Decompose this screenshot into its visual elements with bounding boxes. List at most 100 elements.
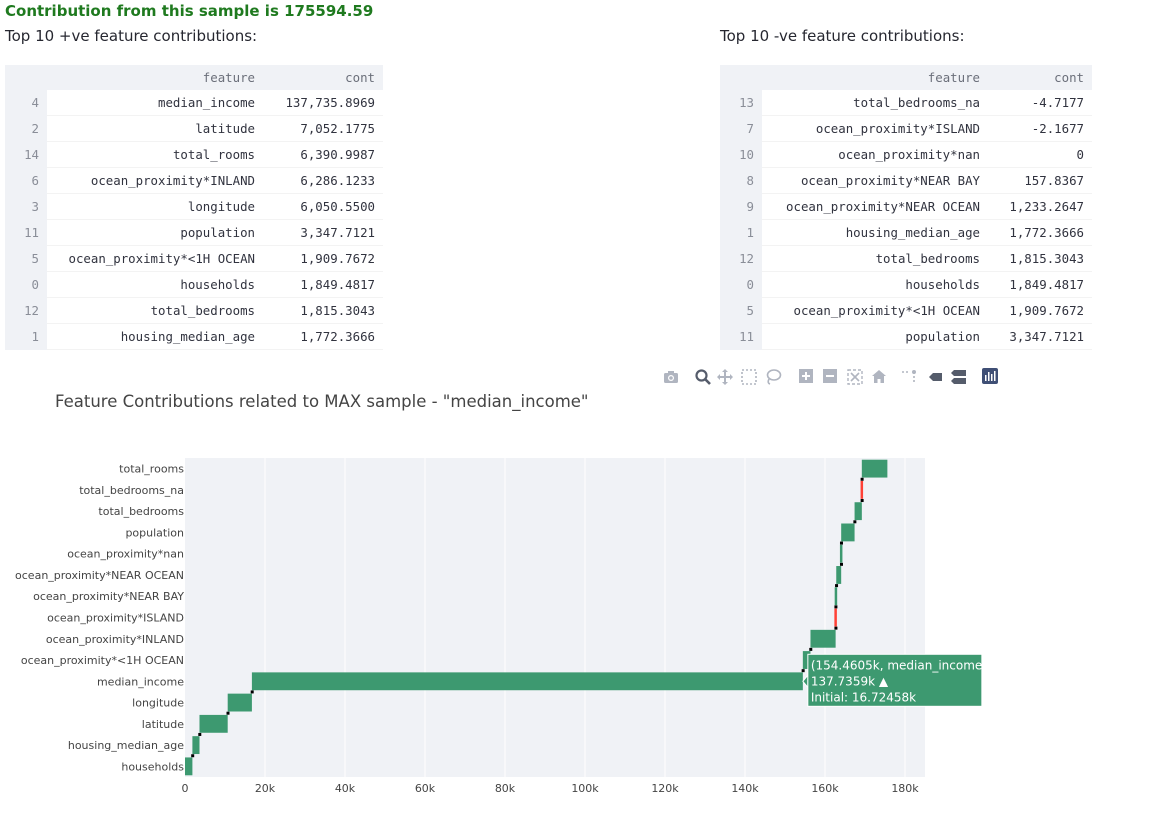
cont-cell[interactable]: 137,735.8969 [263, 90, 383, 116]
table-row[interactable]: 0 households 1,849.4817 [5, 271, 383, 298]
cont-cell[interactable]: 3,347.7121 [988, 323, 1092, 350]
cont-cell[interactable]: 6,286.1233 [263, 167, 383, 194]
row-index[interactable]: 12 [720, 245, 762, 272]
waterfall-bar[interactable] [861, 459, 888, 478]
feature-cell[interactable]: ocean_proximity*NEAR BAY [762, 167, 988, 194]
row-index[interactable]: 8 [720, 167, 762, 194]
table-row[interactable]: 3 longitude 6,050.5500 [5, 193, 383, 220]
row-index[interactable]: 11 [5, 219, 47, 246]
waterfall-bar[interactable] [810, 629, 836, 648]
cont-cell[interactable]: 1,849.4817 [988, 271, 1092, 298]
row-index[interactable]: 11 [720, 323, 762, 350]
feature-cell[interactable]: total_bedrooms [762, 245, 988, 272]
row-index[interactable]: 7 [720, 115, 762, 142]
table-row[interactable]: 11 population 3,347.7121 [5, 219, 383, 246]
cont-cell[interactable]: 1,772.3666 [263, 323, 383, 350]
row-index[interactable]: 3 [5, 193, 47, 220]
feature-cell[interactable]: households [762, 271, 988, 298]
row-index[interactable]: 5 [720, 297, 762, 324]
feature-cell[interactable]: households [47, 271, 263, 298]
row-index[interactable]: 12 [5, 297, 47, 324]
row-index[interactable]: 1 [5, 323, 47, 350]
table-row[interactable]: 5 ocean_proximity*<1H OCEAN 1,909.7672 [5, 245, 383, 272]
row-index[interactable]: 4 [5, 90, 47, 116]
feature-cell[interactable]: ocean_proximity*<1H OCEAN [762, 297, 988, 324]
row-index[interactable]: 6 [5, 167, 47, 194]
table-row[interactable]: 6 ocean_proximity*INLAND 6,286.1233 [5, 167, 383, 194]
cont-cell[interactable]: -2.1677 [988, 115, 1092, 142]
index-header[interactable] [5, 65, 47, 90]
cont-cell[interactable]: 1,815.3043 [988, 245, 1092, 272]
feature-cell[interactable]: ocean_proximity*NEAR OCEAN [762, 193, 988, 220]
row-index[interactable]: 1 [720, 219, 762, 246]
box-select-icon[interactable] [740, 368, 758, 386]
waterfall-bar[interactable] [860, 480, 864, 499]
positive-contributions-table[interactable]: feature cont 4 median_income 137,735.8969 2… [5, 65, 383, 350]
cont-cell[interactable]: 6,390.9987 [263, 141, 383, 168]
camera-icon[interactable] [662, 368, 680, 386]
cont-cell[interactable]: 1,772.3666 [988, 219, 1092, 246]
table-row[interactable]: 10 ocean_proximity*nan 0 [720, 141, 1092, 168]
waterfall-bar[interactable] [834, 587, 838, 606]
cont-cell[interactable]: 1,815.3043 [263, 297, 383, 324]
feature-cell[interactable]: latitude [47, 115, 263, 142]
cont-cell[interactable]: 1,909.7672 [988, 297, 1092, 324]
negative-contributions-table[interactable]: feature cont 13 total_bedrooms_na -4.7177 7… [720, 65, 1092, 350]
autoscale-icon[interactable] [846, 368, 864, 386]
cont-cell[interactable]: 1,849.4817 [263, 271, 383, 298]
feature-cell[interactable]: ocean_proximity*ISLAND [762, 115, 988, 142]
cont-cell[interactable]: 157.8367 [988, 167, 1092, 194]
reset-axes-icon[interactable] [870, 368, 888, 386]
table-row[interactable]: 2 latitude 7,052.1775 [5, 115, 383, 142]
zoom-in-icon[interactable] [798, 368, 814, 384]
cont-cell[interactable]: 6,050.5500 [263, 193, 383, 220]
feature-header[interactable]: feature [762, 65, 988, 90]
waterfall-bar[interactable] [251, 672, 803, 691]
row-index[interactable]: 14 [5, 141, 47, 168]
cont-cell[interactable]: 0 [988, 141, 1092, 168]
feature-cell[interactable]: population [47, 219, 263, 246]
cont-cell[interactable]: -4.7177 [988, 90, 1092, 116]
waterfall-bar[interactable] [802, 651, 811, 669]
table-row[interactable]: 4 median_income 137,735.8969 [5, 90, 383, 116]
hover-compare-icon[interactable] [948, 368, 968, 386]
plotly-logo-icon[interactable] [982, 368, 998, 384]
spike-lines-icon[interactable] [900, 368, 918, 386]
cont-cell[interactable]: 1,909.7672 [263, 245, 383, 272]
row-index[interactable]: 13 [720, 90, 762, 116]
table-row[interactable]: 5 ocean_proximity*<1H OCEAN 1,909.7672 [720, 297, 1092, 324]
plot-area[interactable] [185, 458, 925, 777]
cont-header[interactable]: cont [263, 65, 383, 90]
feature-header[interactable]: feature [47, 65, 263, 90]
feature-cell[interactable]: total_rooms [47, 141, 263, 168]
waterfall-bar[interactable] [839, 544, 843, 563]
table-row[interactable]: 14 total_rooms 6,390.9987 [5, 141, 383, 168]
table-row[interactable]: 9 ocean_proximity*NEAR OCEAN 1,233.2647 [720, 193, 1092, 220]
feature-cell[interactable]: population [762, 323, 988, 350]
feature-cell[interactable]: housing_median_age [762, 219, 988, 246]
feature-cell[interactable]: longitude [47, 193, 263, 220]
table-row[interactable]: 8 ocean_proximity*NEAR BAY 157.8367 [720, 167, 1092, 194]
waterfall-bar[interactable] [841, 523, 855, 542]
row-index[interactable]: 10 [720, 141, 762, 168]
row-index[interactable]: 0 [5, 271, 47, 298]
feature-cell[interactable]: total_bedrooms [47, 297, 263, 324]
row-index[interactable]: 0 [720, 271, 762, 298]
cont-header[interactable]: cont [988, 65, 1092, 90]
table-row[interactable]: 11 population 3,347.7121 [720, 323, 1092, 350]
index-header[interactable] [720, 65, 762, 90]
feature-cell[interactable]: housing_median_age [47, 323, 263, 350]
waterfall-bar[interactable] [199, 714, 228, 733]
cont-cell[interactable]: 7,052.1775 [263, 115, 383, 142]
table-row[interactable]: 13 total_bedrooms_na -4.7177 [720, 90, 1092, 116]
feature-cell[interactable]: total_bedrooms_na [762, 90, 988, 116]
zoom-icon[interactable] [694, 368, 712, 386]
waterfall-bar[interactable] [854, 502, 862, 521]
table-row[interactable]: 7 ocean_proximity*ISLAND -2.1677 [720, 115, 1092, 142]
row-index[interactable]: 2 [5, 115, 47, 142]
feature-cell[interactable]: ocean_proximity*INLAND [47, 167, 263, 194]
row-index[interactable]: 5 [5, 245, 47, 272]
table-row[interactable]: 0 households 1,849.4817 [720, 271, 1092, 298]
feature-cell[interactable]: median_income [47, 90, 263, 116]
feature-cell[interactable]: ocean_proximity*nan [762, 141, 988, 168]
